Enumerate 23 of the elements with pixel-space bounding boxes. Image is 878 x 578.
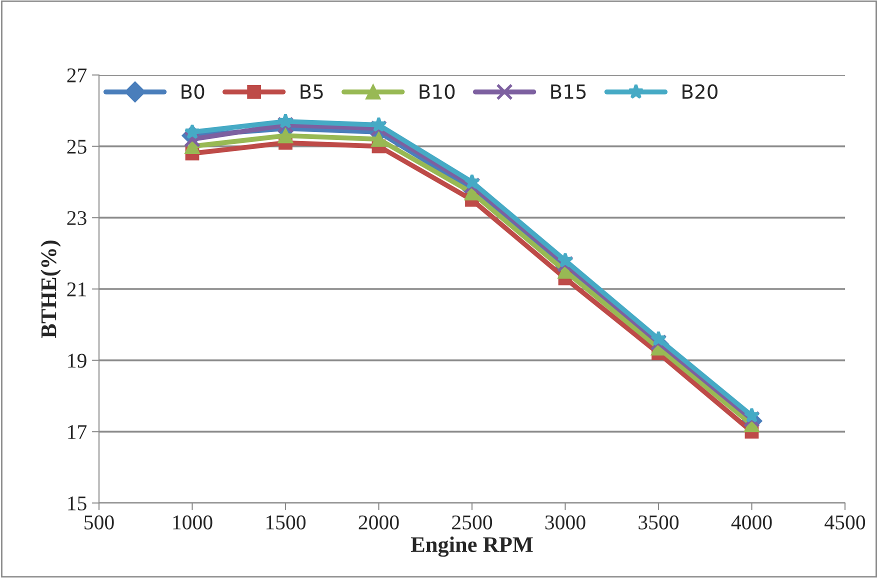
x-tick-label: 2000 — [358, 515, 399, 530]
y-tick-label: 27 — [67, 68, 87, 82]
x-tick-label: 4500 — [824, 515, 866, 530]
y-axis-title: BTHE(%) — [40, 240, 61, 338]
legend-label: B0 — [182, 84, 204, 99]
x-tick-label: 1500 — [266, 515, 306, 530]
x-tick-label: 3000 — [545, 515, 586, 530]
x-tick-label: 1000 — [173, 515, 212, 530]
legend-label: B15 — [551, 84, 586, 99]
y-tick-label: 15 — [68, 496, 86, 510]
legend-label: B20 — [682, 84, 718, 99]
y-tick-label: 23 — [67, 211, 86, 226]
x-tick-label: 2500 — [452, 515, 492, 530]
y-tick-label: 25 — [67, 140, 86, 154]
x-tick-label: 3500 — [638, 515, 679, 530]
x-tick-label: 500 — [84, 515, 114, 530]
y-tick-label: 21 — [67, 282, 86, 296]
x-axis-title: Engine RPM — [410, 536, 533, 557]
legend-label: B10 — [420, 84, 455, 99]
legend-label: B5 — [300, 84, 323, 99]
x-tick-label: 4000 — [731, 515, 772, 530]
y-tick-label: 19 — [68, 354, 86, 368]
y-tick-label: 17 — [68, 425, 87, 439]
